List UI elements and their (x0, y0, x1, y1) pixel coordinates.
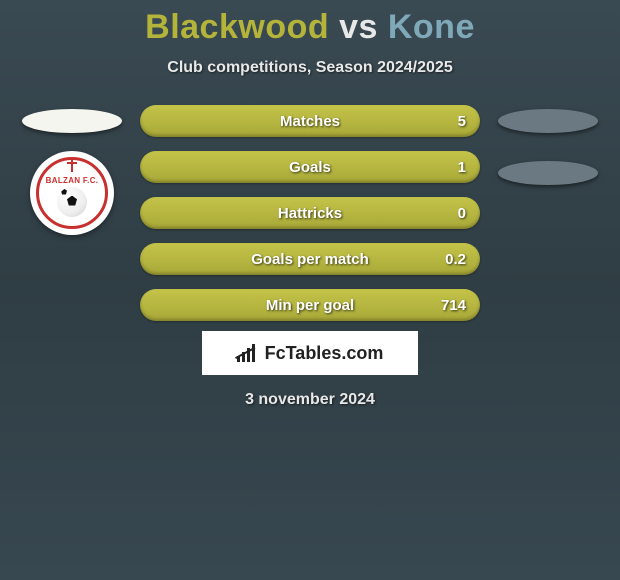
player2-ellipse-icon-2 (498, 161, 598, 185)
stat-bar-hattricks: Hattricks 0 (140, 197, 480, 229)
club-name: BALZAN F.C. (46, 176, 99, 185)
stat-bar-matches: Matches 5 (140, 105, 480, 137)
player1-ellipse-icon (22, 109, 122, 133)
stat-label: Min per goal (266, 297, 354, 314)
stat-bar-goals-per-match: Goals per match 0.2 (140, 243, 480, 275)
stat-value-right: 1 (458, 159, 466, 176)
date: 3 november 2024 (0, 391, 620, 409)
right-player-column (498, 105, 598, 189)
stat-value-right: 714 (441, 297, 466, 314)
bar-chart-icon (237, 344, 259, 362)
stat-bar-goals: Goals 1 (140, 151, 480, 183)
left-player-column: BALZAN F.C. (22, 105, 122, 235)
title-player2: Kone (388, 8, 475, 46)
title: Blackwood vs Kone (0, 8, 620, 47)
cross-icon (67, 158, 77, 172)
logo-text: FcTables.com (265, 343, 384, 364)
stat-label: Hattricks (278, 205, 342, 222)
stat-value-right: 0.2 (445, 251, 466, 268)
title-player1: Blackwood (145, 8, 329, 46)
player1-club-badge: BALZAN F.C. (30, 151, 114, 235)
stats-block: BALZAN F.C. Matches 5 Goals 1 Hattricks … (0, 105, 620, 321)
stat-label: Goals (289, 159, 331, 176)
stat-bar-min-per-goal: Min per goal 714 (140, 289, 480, 321)
badge-inner: BALZAN F.C. (36, 157, 108, 229)
stat-label: Goals per match (251, 251, 369, 268)
stat-value-right: 0 (458, 205, 466, 222)
soccer-ball-icon (57, 187, 87, 217)
subtitle: Club competitions, Season 2024/2025 (0, 59, 620, 77)
source-logo: FcTables.com (202, 331, 418, 375)
title-vs: vs (339, 8, 378, 46)
stat-label: Matches (280, 113, 340, 130)
stats-bars: Matches 5 Goals 1 Hattricks 0 Goals per … (140, 105, 480, 321)
infographic-root: Blackwood vs Kone Club competitions, Sea… (0, 0, 620, 409)
stat-value-right: 5 (458, 113, 466, 130)
player2-ellipse-icon-1 (498, 109, 598, 133)
